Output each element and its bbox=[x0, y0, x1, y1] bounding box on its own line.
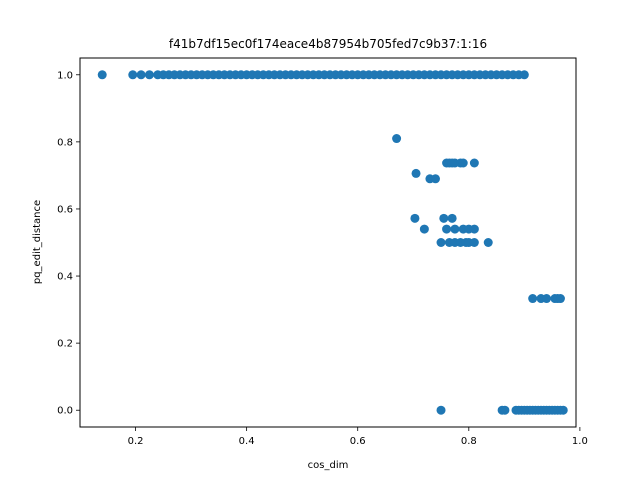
x-axis: 0.2 0.4 0.6 0.8 1.0 bbox=[128, 427, 588, 447]
chart-title: f41b7df15ec0f174eace4b87954b705fed7c9b37… bbox=[169, 37, 487, 51]
data-point bbox=[469, 158, 479, 168]
y-tick-label: 0.0 bbox=[57, 406, 73, 417]
y-tick-label: 0.2 bbox=[57, 339, 73, 350]
data-point bbox=[436, 405, 446, 415]
data-point bbox=[483, 238, 493, 247]
data-point bbox=[419, 224, 429, 234]
y-tick-label: 0.6 bbox=[57, 204, 73, 215]
plot-frame bbox=[79, 57, 577, 428]
y-axis: 0.0 0.2 0.4 0.6 0.8 1.0 bbox=[57, 70, 80, 417]
data-point bbox=[558, 405, 568, 415]
data-point bbox=[500, 405, 510, 415]
data-point bbox=[542, 294, 552, 304]
x-tick-label: 0.2 bbox=[128, 436, 144, 447]
data-point bbox=[430, 174, 440, 184]
data-point bbox=[458, 158, 468, 168]
x-tick-label: 0.4 bbox=[239, 436, 255, 447]
data-point bbox=[436, 238, 446, 247]
data-point bbox=[128, 70, 138, 80]
data-point bbox=[136, 70, 146, 80]
y-tick-label: 1.0 bbox=[57, 70, 73, 81]
data-point bbox=[97, 70, 107, 80]
data-point bbox=[519, 70, 529, 80]
data-point bbox=[392, 134, 402, 144]
data-point bbox=[528, 294, 538, 304]
y-tick-label: 0.8 bbox=[57, 137, 73, 148]
data-point bbox=[447, 213, 457, 223]
data-points bbox=[97, 70, 568, 415]
y-axis-label: pq_edit_distance bbox=[32, 200, 43, 284]
x-tick-label: 0.6 bbox=[350, 436, 366, 447]
data-point bbox=[469, 238, 479, 247]
data-point bbox=[442, 224, 452, 234]
x-tick-label: 0.8 bbox=[461, 436, 477, 447]
data-point bbox=[450, 224, 460, 234]
data-point bbox=[410, 213, 420, 223]
data-point bbox=[469, 224, 479, 234]
x-axis-label: cos_dim bbox=[308, 460, 349, 471]
y-tick-label: 0.4 bbox=[57, 272, 73, 283]
data-point bbox=[439, 213, 449, 223]
data-point bbox=[144, 70, 154, 80]
x-tick-label: 1.0 bbox=[572, 436, 588, 447]
data-point bbox=[555, 294, 565, 304]
data-point bbox=[411, 168, 421, 178]
